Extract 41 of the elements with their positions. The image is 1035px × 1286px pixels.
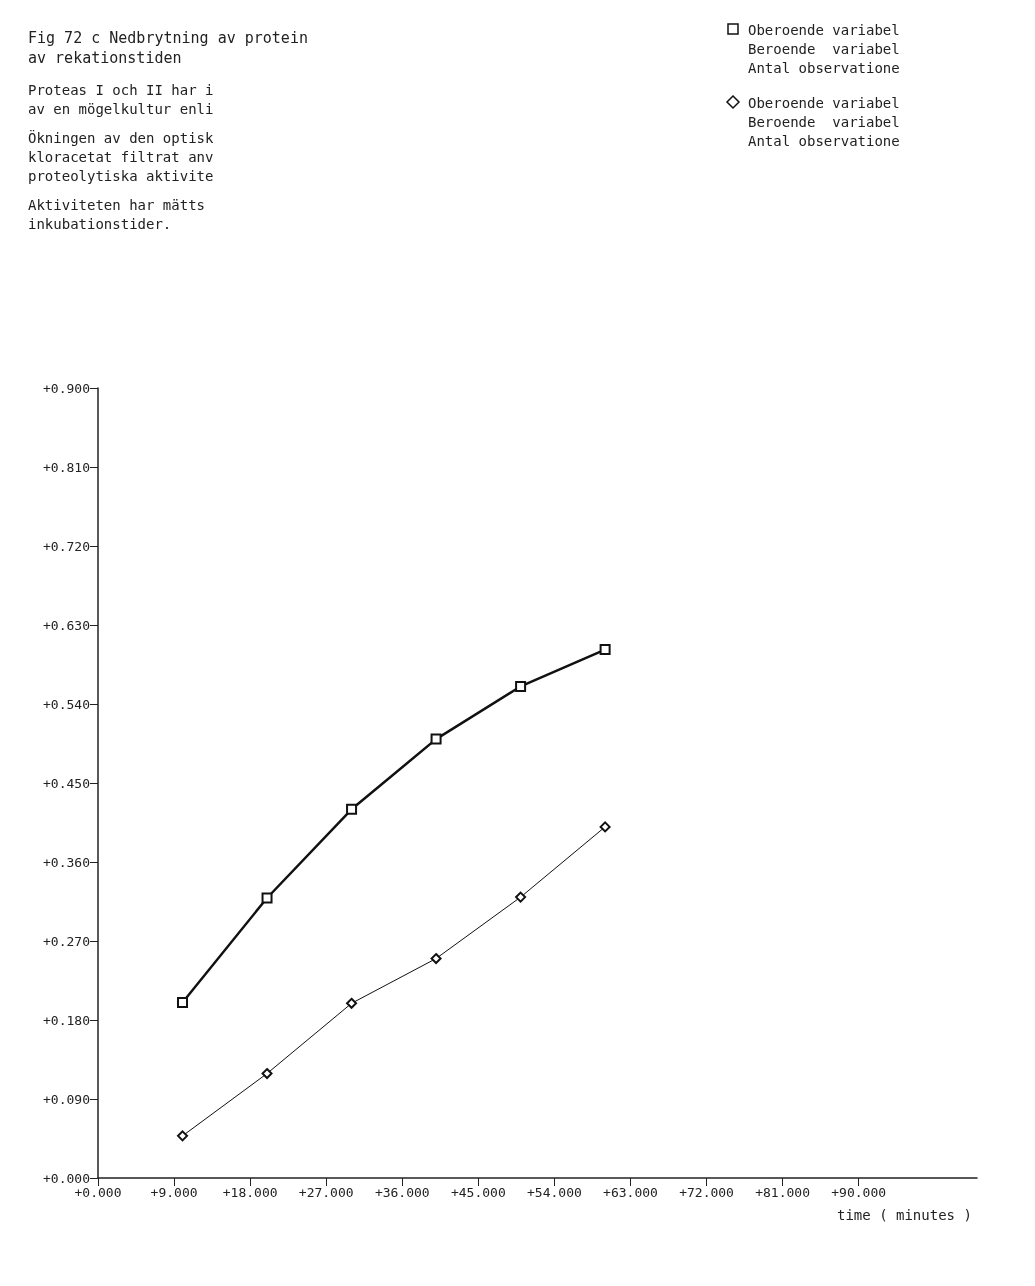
x-tick-label: +63.000 [603,1185,658,1200]
x-tick-label: +0.000 [74,1185,122,1200]
x-tick-label: +72.000 [679,1185,734,1200]
point [599,821,611,833]
x-tick-label: +90.000 [831,1185,887,1200]
x-tick-label: +81.000 [755,1185,810,1200]
y-tick-label: +0.000 [43,1170,90,1186]
text: Aktiviteten har mätts inkubationstider. [28,196,206,232]
point [515,680,527,692]
point [346,803,358,815]
x-tick-label: +9.000 [150,1185,198,1200]
point [599,644,611,656]
y-tick-label: +0.810 [43,459,90,475]
legend-label: Oberoende variabel Beroende variabel Antal observatione [748,94,900,149]
y-tick-label: +0.270 [43,933,90,949]
y-tick-label: +0.630 [43,617,90,633]
point [177,996,189,1008]
point [430,733,442,745]
point [346,997,358,1009]
point [261,1068,273,1080]
y-tick-label: +0.090 [43,1091,90,1107]
text: Proteas I och II har i av en mögelkultur enli [28,81,214,117]
x-tick-label: +54.000 [527,1185,582,1200]
x-tick-label: +45.000 [450,1185,506,1200]
x-tick-label: +18.000 [222,1185,278,1200]
y-tick-label: +0.180 [43,1012,90,1028]
text: Ökningen av den optisk kloracetat filtrat anv proteolytiska aktivite [28,128,214,184]
chart-title: Fig 72 c Nedbrytning av protein av rekationstiden [28,29,308,67]
y-tick-label: +0.720 [43,538,90,554]
x-tick-label: +27.000 [298,1185,354,1200]
x-tick-label: +36.000 [374,1185,430,1200]
point [430,953,442,965]
y-tick-label: +0.360 [43,854,90,870]
y-tick-label: +0.450 [43,775,90,791]
point [515,891,527,903]
y-tick-label: +0.540 [43,696,90,712]
x-axis-title: time ( minutes ) [837,1207,972,1223]
point [261,892,273,904]
point [177,1130,189,1142]
legend-label: Oberoende variabel Beroende variabel Antal observatione [748,21,900,76]
y-tick-label: +0.900 [43,380,90,396]
